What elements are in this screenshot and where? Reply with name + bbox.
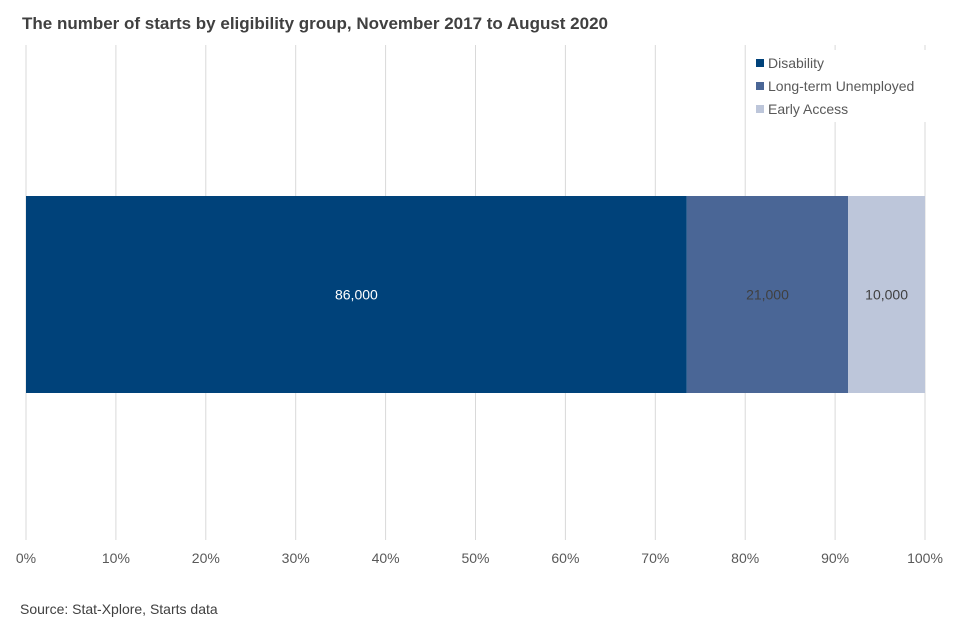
x-tick-label: 60%: [551, 550, 579, 566]
legend-label: Long-term Unemployed: [768, 78, 914, 94]
legend-swatch: [756, 59, 764, 67]
x-tick-label: 50%: [461, 550, 489, 566]
bar-segment-disability: [26, 196, 687, 393]
data-label: 86,000: [335, 287, 378, 303]
x-tick-label: 90%: [821, 550, 849, 566]
legend-swatch: [756, 82, 764, 90]
bar-segment-early-access: [848, 196, 925, 393]
x-tick-label: 70%: [641, 550, 669, 566]
x-tick-label: 80%: [731, 550, 759, 566]
x-tick-label: 40%: [372, 550, 400, 566]
legend-swatch: [756, 105, 764, 113]
x-tick-label: 20%: [192, 550, 220, 566]
bar-segment-long-term-unemployed: [686, 196, 849, 393]
x-tick-label: 100%: [907, 550, 943, 566]
x-tick-label: 10%: [102, 550, 130, 566]
legend-label: Early Access: [768, 101, 848, 117]
x-tick-label: 30%: [282, 550, 310, 566]
x-axis-ticks: 0% 10% 20% 30% 40% 50% 60% 70% 80% 90% 100%: [16, 550, 943, 566]
data-label: 21,000: [746, 287, 789, 303]
legend-label: Disability: [768, 55, 824, 71]
x-tick-label: 0%: [16, 550, 36, 566]
legend-background: [748, 50, 948, 122]
bars: 86,000 21,000 10,000: [26, 196, 925, 393]
data-label: 10,000: [865, 287, 908, 303]
legend: Disability Long-term Unemployed Early Acce…: [748, 50, 948, 122]
chart-title: The number of starts by eligibility grou…: [22, 14, 608, 33]
source-note: Source: Stat-Xplore, Starts data: [20, 601, 218, 617]
